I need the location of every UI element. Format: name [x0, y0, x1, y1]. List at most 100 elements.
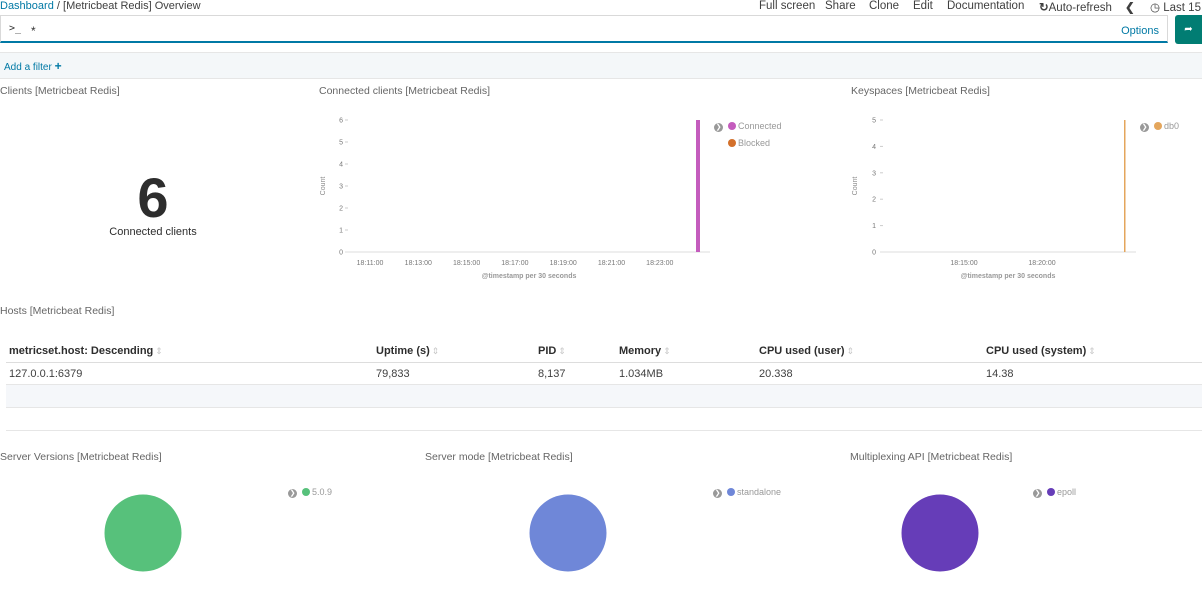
y-axis-ticks: 5 4 3 2 1 0: [872, 118, 883, 257]
auto-refresh-button[interactable]: ↻Auto-refresh: [1039, 0, 1112, 14]
server-mode-panel-title: Server mode [Metricbeat Redis]: [425, 451, 573, 463]
pie-slices: [529, 494, 607, 572]
cell-cpu-system: 14.38: [986, 368, 1014, 380]
chevron-right-icon[interactable]: ❯: [713, 489, 722, 498]
chevron-right-icon[interactable]: ❯: [1140, 123, 1149, 132]
plus-icon: +: [54, 59, 62, 73]
legend-dot: [727, 488, 735, 496]
cell-memory: 1.034MB: [619, 368, 664, 380]
legend-label: db0: [1164, 121, 1180, 131]
x-tick-label: 18:13:00: [405, 260, 432, 267]
column-header-label: Memory: [619, 345, 662, 357]
sort-icon[interactable]: ⇕: [558, 346, 566, 356]
cell-host: 127.0.0.1:6379: [9, 368, 83, 380]
multiplexing-api-pie: [901, 494, 979, 572]
server-versions-legend: ❯ 5.0.9: [288, 487, 332, 498]
chevron-right-icon[interactable]: ❯: [1033, 489, 1042, 498]
query-options-button[interactable]: Options: [1121, 25, 1159, 37]
legend-label: standalone: [737, 487, 782, 497]
documentation-button[interactable]: Documentation: [947, 0, 1025, 12]
column-header-label: metricset.host: Descending: [9, 345, 154, 357]
pie-slice[interactable]: [901, 494, 979, 572]
x-tick-label: 18:23:00: [646, 260, 673, 267]
x-tick-label: 18:20:00: [1028, 260, 1055, 267]
panel-divider: [6, 430, 1202, 431]
search-submit-button[interactable]: ➦: [1175, 15, 1202, 44]
table-row: 127.0.0.1:6379 79,833 8,137 1.034MB 20.3…: [6, 363, 1202, 385]
column-header-host[interactable]: metricset.host: Descending ⇕: [9, 345, 163, 357]
pie-slice[interactable]: [104, 494, 182, 572]
table-header-row: metricset.host: Descending ⇕ Uptime (s) ⇕ …: [6, 340, 1202, 363]
legend-item-epoll[interactable]: ❯ epoll: [1033, 487, 1076, 498]
chevron-left-icon: ❮: [1125, 2, 1135, 14]
breadcrumb-dashboard-link[interactable]: Dashboard: [0, 0, 54, 12]
legend-label: Blocked: [738, 138, 771, 148]
legend-dot: [302, 488, 310, 496]
share-button[interactable]: Share: [825, 0, 856, 12]
x-tick-label: 18:19:00: [550, 260, 577, 267]
full-screen-button[interactable]: Full screen: [759, 0, 816, 12]
column-header-cpu-system[interactable]: CPU used (system) ⇕: [986, 345, 1096, 357]
connected-clients-label: Connected clients: [109, 226, 197, 238]
column-header-memory[interactable]: Memory ⇕: [619, 345, 671, 357]
y-tick-label: 1: [872, 223, 876, 230]
bars: [696, 120, 700, 252]
legend-label: Connected: [738, 121, 782, 131]
column-header-uptime[interactable]: Uptime (s) ⇕: [376, 345, 439, 357]
top-bar: Dashboard / [Metricbeat Redis] Overview …: [0, 0, 1202, 14]
bars: [1124, 120, 1126, 252]
refresh-icon: ↻: [1039, 2, 1049, 14]
sort-icon[interactable]: ⇕: [846, 346, 855, 356]
legend-item-db0[interactable]: ❯ db0: [1140, 121, 1179, 132]
query-bar: >_ * Options: [0, 15, 1168, 43]
legend-dot: [1047, 488, 1055, 496]
legend-item-connected[interactable]: ❯ Connected: [714, 121, 782, 132]
bar-db0[interactable]: [1124, 120, 1126, 252]
breadcrumb-current: [Metricbeat Redis] Overview: [63, 0, 201, 12]
sort-icon[interactable]: ⇕: [663, 346, 671, 356]
x-tick-label: 18:21:00: [598, 260, 625, 267]
x-axis-ticks: 18:15:00 18:20:00: [950, 260, 1055, 267]
edit-button[interactable]: Edit: [913, 0, 933, 12]
bar-connected[interactable]: [696, 120, 700, 252]
pie-slice[interactable]: [529, 494, 607, 572]
legend-dot: [728, 139, 736, 147]
clone-button[interactable]: Clone: [869, 0, 900, 12]
breadcrumb: Dashboard / [Metricbeat Redis] Overview: [0, 0, 201, 12]
x-axis-label: @timestamp per 30 seconds: [961, 273, 1056, 280]
refresh-arrow-icon: ➦: [1184, 24, 1193, 35]
column-header-label: PID: [538, 345, 557, 357]
add-filter-button[interactable]: Add a filter +: [4, 59, 62, 73]
legend-dot: [1154, 122, 1162, 130]
y-tick-label: 2: [872, 197, 876, 204]
x-tick-label: 18:15:00: [950, 260, 977, 267]
query-input[interactable]: *: [31, 24, 36, 38]
legend-dot: [728, 122, 736, 130]
time-picker-button[interactable]: ◷ Last 15 r: [1150, 0, 1202, 14]
clock-icon: ◷: [1150, 2, 1161, 14]
time-back-button[interactable]: ❮: [1125, 0, 1135, 14]
y-tick-label: 3: [339, 184, 343, 191]
y-tick-label: 0: [872, 250, 876, 257]
y-axis-label: Count: [852, 177, 859, 196]
y-axis-ticks: 6 5 4 3 2 1 0: [339, 118, 348, 257]
y-tick-label: 6: [339, 118, 343, 125]
query-prompt-icon: >_: [9, 23, 22, 34]
cell-cpu-user: 20.338: [759, 368, 793, 380]
chevron-right-icon[interactable]: ❯: [288, 489, 297, 498]
server-versions-pie: [104, 494, 182, 572]
legend-item-standalone[interactable]: ❯ standalone: [713, 487, 781, 498]
chevron-right-icon[interactable]: ❯: [714, 123, 723, 132]
column-header-label: Uptime (s): [376, 345, 430, 357]
keyspaces-legend: ❯ db0: [1140, 121, 1179, 132]
legend-item-5-0-9[interactable]: ❯ 5.0.9: [288, 487, 332, 498]
legend-item-blocked[interactable]: Blocked: [714, 138, 782, 148]
sort-icon[interactable]: ⇕: [155, 346, 163, 356]
column-header-cpu-user[interactable]: CPU used (user) ⇕: [759, 345, 854, 357]
y-tick-label: 3: [872, 170, 876, 177]
sort-icon[interactable]: ⇕: [1088, 346, 1096, 356]
y-tick-label: 2: [339, 206, 343, 213]
x-tick-label: 18:15:00: [453, 260, 480, 267]
column-header-pid[interactable]: PID ⇕: [538, 345, 566, 357]
sort-icon[interactable]: ⇕: [431, 346, 440, 356]
